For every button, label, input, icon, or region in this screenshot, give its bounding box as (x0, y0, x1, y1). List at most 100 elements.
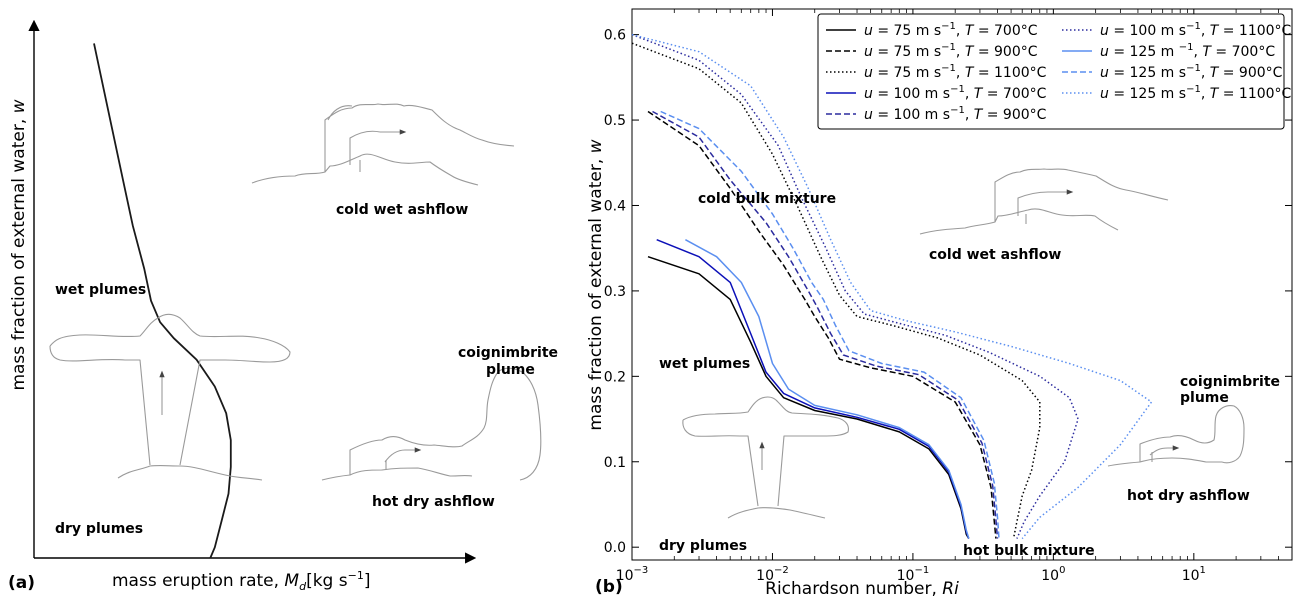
b-legend-entry-part: u (1100, 86, 1109, 102)
b-x-tick-exp: −3 (634, 565, 649, 576)
b-legend-entry-part: , (956, 65, 965, 81)
b-legend-entry-part: u (1100, 65, 1109, 81)
b-plot-frame (631, 8, 1293, 561)
b-legend-entry-part: −1 (1186, 63, 1201, 74)
b-legend-entry-part: T (965, 44, 975, 60)
panel-a: cold wet ashflow wet plumes dry plumes h… (8, 19, 558, 593)
b-legend-box (817, 13, 1285, 130)
b-legend: u = 75 m s−1, T = 700°Cu = 75 m s−1, T =… (817, 13, 1292, 130)
b-y-tick-label: 0.6 (604, 28, 626, 44)
b-hot-dry-ashflow-sketch (1107, 405, 1245, 467)
a-x-axis-label-exp: −1 (348, 569, 364, 582)
b-x-axis-label-var: Ri (942, 579, 959, 598)
b-legend-entry: u = 125 m −1, T = 700°C (1100, 42, 1275, 60)
b-legend-entry-part: T (965, 65, 975, 81)
a-x-axis-label-text: mass eruption rate, (112, 571, 284, 591)
b-legend-entry-part: T (1210, 23, 1220, 39)
b-x-tick-base: 10 (756, 568, 774, 584)
b-y-tick-label: 0.0 (604, 540, 626, 556)
b-label-dry-plumes: dry plumes (659, 538, 747, 554)
b-label-coignimbrite: coignimbrite (1180, 374, 1280, 390)
b-legend-entry-part: = 75 m s (873, 65, 941, 81)
b-legend-entry-part: = 125 m (1109, 44, 1179, 60)
b-y-tick-label: 0.2 (604, 369, 626, 385)
b-x-tick-exp: −2 (774, 565, 789, 576)
b-legend-entry-part: T (974, 86, 984, 102)
b-series-line-6 (685, 239, 970, 539)
b-series-line-1 (647, 110, 997, 539)
b-legend-entry: u = 125 m s−1, T = 1100°C (1100, 84, 1292, 102)
b-x-tick-exp: 0 (1059, 565, 1065, 576)
b-y-axis-label-var: w (586, 139, 606, 153)
b-legend-entry-part: = 700°C (973, 23, 1037, 39)
b-legend-entry-part: −1 (941, 63, 956, 74)
b-legend-entry-part: u (1100, 23, 1109, 39)
b-legend-entry-part: = 1100°C (1218, 86, 1291, 102)
b-wet-plume-sketch (682, 396, 849, 519)
a-x-axis-label-unit: [kg s (306, 571, 348, 591)
b-label-cold-wet-ashflow: cold wet ashflow (929, 247, 1061, 263)
b-x-axis-label-text: Richardson number, (765, 579, 942, 598)
b-legend-entry-part: u (864, 23, 873, 39)
b-cold-wet-ashflow-sketch (919, 168, 1169, 235)
a-x-axis-label-math: M (284, 571, 299, 591)
b-series-line-7 (660, 110, 1000, 539)
b-legend-entry-part: , (956, 23, 965, 39)
b-y-tick-label: 0.5 (604, 113, 626, 129)
b-legend-entry-part: T (1210, 65, 1220, 81)
b-legend-entry-part: −1 (941, 21, 956, 32)
b-legend-entry-part: u (1100, 44, 1109, 60)
a-y-axis-label-text: mass fraction of external water, (9, 113, 29, 390)
a-wet-plume-sketch (49, 313, 291, 481)
b-series-line-0 (647, 255, 970, 539)
b-legend-entry-part: = 1100°C (1218, 23, 1291, 39)
a-x-axis-label-close: ] (364, 571, 371, 591)
b-x-tick-label: 100 (1041, 565, 1065, 584)
b-legend-entry-part: u (864, 107, 873, 123)
b-y-axis-label-text: mass fraction of external water, (586, 153, 606, 430)
b-legend-entry-part: = 1100°C (973, 65, 1046, 81)
a-label-coignimbrite: coignimbrite (458, 345, 558, 361)
b-y-tick-label: 0.3 (604, 284, 626, 300)
a-y-axis-label: mass fraction of external water, w (9, 99, 29, 390)
a-y-axis-label-var: w (9, 99, 29, 113)
b-legend-entry-part: , (1201, 23, 1210, 39)
a-boundary-curve (93, 43, 232, 559)
b-series-line-8 (631, 33, 1153, 540)
a-label-dry-plumes: dry plumes (55, 521, 143, 537)
b-legend-entry-part: u (864, 86, 873, 102)
b-legend-entry-part: T (1210, 86, 1220, 102)
panel-b: 10−3 10−2 10−1 100 1010.00.10.20.30.40.50.6 … (586, 8, 1293, 599)
b-legend-entry: u = 100 m s−1, T = 1100°C (1100, 21, 1292, 39)
b-legend-entry-part: u (864, 65, 873, 81)
a-x-axis-label-sub: d (299, 580, 307, 593)
b-legend-entry-part: = 100 m s (873, 107, 950, 123)
b-legend-entry-part: , (965, 86, 974, 102)
b-legend-entry-part: = 75 m s (873, 44, 941, 60)
b-x-tick-label: 10−3 (616, 565, 649, 584)
a-hot-dry-ashflow-sketch (321, 367, 542, 481)
b-legend-entry-part: = 900°C (1218, 65, 1282, 81)
b-legend-entry-part: = 125 m s (1109, 65, 1186, 81)
b-legend-entry-part: T (1202, 44, 1212, 60)
b-legend-entry-part: , (965, 107, 974, 123)
b-legend-entry: u = 75 m s−1, T = 700°C (864, 21, 1038, 39)
b-legend-entry-part: = 700°C (1211, 44, 1275, 60)
b-x-tick-label: 10−1 (897, 565, 930, 584)
b-x-tick-base: 10 (897, 568, 915, 584)
a-label-coignimbrite-plume: plume (486, 362, 535, 378)
b-legend-entry-part: , (1201, 65, 1210, 81)
b-x-tick-label: 10−2 (756, 565, 789, 584)
b-legend-entry-part: = 900°C (973, 44, 1037, 60)
b-legend-entry-part: , (1194, 44, 1203, 60)
b-legend-entry-part: u (864, 44, 873, 60)
a-label-cold-wet-ashflow: cold wet ashflow (336, 202, 468, 218)
b-series-line-2 (631, 42, 1041, 539)
b-y-tick-label: 0.1 (604, 455, 626, 471)
a-cold-wet-ashflow-sketch (251, 103, 515, 186)
b-label-coignimbrite-plume: plume (1180, 390, 1229, 406)
b-legend-entry-part: T (974, 107, 984, 123)
b-legend-entry-part: = 900°C (982, 107, 1046, 123)
